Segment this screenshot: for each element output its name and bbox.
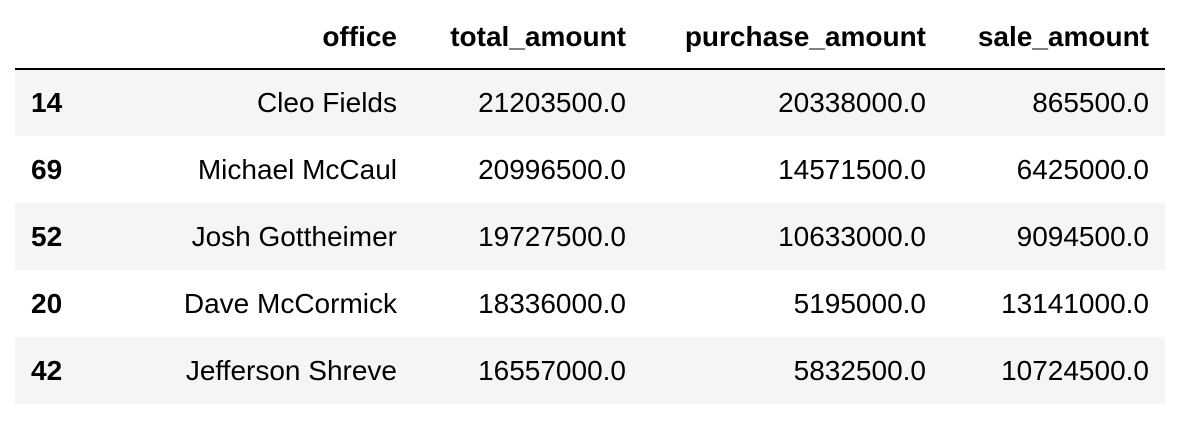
cell-sale-amount: 6425000.0 <box>1016 153 1149 185</box>
header-row: office total_amount purchase_amount sale… <box>15 6 1165 70</box>
cell-office: Josh Gottheimer <box>191 220 397 252</box>
row-index: 52 <box>31 220 63 252</box>
cell-purchase-amount: 20338000.0 <box>778 87 926 118</box>
table-row: 20 Dave McCormick 18336000.0 5195000.0 1… <box>15 270 1165 337</box>
cell-purchase-amount: 5832500.0 <box>793 354 926 386</box>
dataframe-table: office total_amount purchase_amount sale… <box>15 6 1165 404</box>
row-index: 14 <box>31 87 63 118</box>
cell-purchase-amount: 14571500.0 <box>778 153 926 185</box>
cell-total-amount: 21203500.0 <box>478 87 626 118</box>
cell-total-amount: 19727500.0 <box>478 220 626 252</box>
cell-office: Jefferson Shreve <box>185 354 397 386</box>
column-header-sale-amount: sale_amount <box>942 6 1165 70</box>
cell-purchase-amount: 5195000.0 <box>793 287 926 319</box>
cell-office: Dave McCormick <box>183 287 397 319</box>
cell-total-amount: 16557000.0 <box>478 354 626 386</box>
row-index: 20 <box>31 287 63 319</box>
column-header-total-amount: total_amount <box>413 6 642 70</box>
cell-sale-amount: 9094500.0 <box>1016 220 1149 252</box>
cell-office: Cleo Fields <box>256 87 397 118</box>
row-index: 42 <box>31 354 63 386</box>
cell-total-amount: 20996500.0 <box>478 153 626 185</box>
table-row: 69 Michael McCaul 20996500.0 14571500.0 … <box>15 136 1165 203</box>
column-header-office: office <box>78 6 413 70</box>
cell-total-amount: 18336000.0 <box>478 287 626 319</box>
index-header <box>15 6 78 70</box>
cell-office: Michael McCaul <box>197 153 397 185</box>
column-header-purchase-amount: purchase_amount <box>642 6 942 70</box>
table-row: 52 Josh Gottheimer 19727500.0 10633000.0… <box>15 203 1165 270</box>
cell-sale-amount: 10724500.0 <box>1001 354 1149 386</box>
cell-sale-amount: 13141000.0 <box>1001 287 1149 319</box>
table-row: 42 Jefferson Shreve 16557000.0 5832500.0… <box>15 337 1165 404</box>
table-row: 14 Cleo Fields 21203500.0 20338000.0 865… <box>15 69 1165 136</box>
cell-purchase-amount: 10633000.0 <box>778 220 926 252</box>
table-body: 14 Cleo Fields 21203500.0 20338000.0 865… <box>15 69 1165 404</box>
cell-sale-amount: 865500.0 <box>1032 87 1149 118</box>
table-header: office total_amount purchase_amount sale… <box>15 6 1165 70</box>
row-index: 69 <box>31 153 63 185</box>
